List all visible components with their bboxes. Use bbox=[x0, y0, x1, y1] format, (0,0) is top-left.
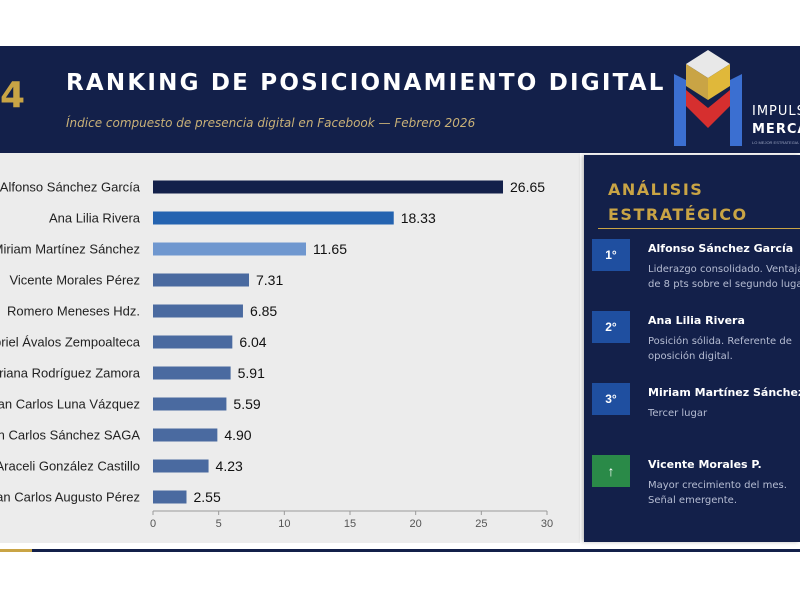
chart-area: 0 5 10 15 20 25 30 Alfonso Sánchez García 26.65 A… bbox=[0, 153, 580, 543]
value-label-4: 6.85 bbox=[250, 303, 277, 319]
category-label-4: Romero Meneses Hdz. bbox=[7, 304, 140, 319]
value-label-1: 18.33 bbox=[401, 210, 436, 226]
category-label-1: Ana Lilia Rivera bbox=[49, 211, 141, 226]
x-tick-label-0: 0 bbox=[150, 518, 156, 530]
rank-desc-2-line-2: oposición digital. bbox=[648, 351, 733, 362]
value-label-6: 5.91 bbox=[238, 365, 265, 381]
x-tick-label-6: 30 bbox=[541, 518, 553, 530]
value-label-5: 6.04 bbox=[239, 334, 266, 350]
footer-rule bbox=[0, 549, 800, 552]
value-label-7: 5.59 bbox=[233, 396, 260, 412]
bar-3 bbox=[153, 273, 250, 287]
rank-badge-3: 3° bbox=[592, 383, 630, 415]
bar-2 bbox=[153, 242, 307, 256]
category-label-7: Juan Carlos Luna Vázquez bbox=[0, 397, 140, 412]
rank-desc-1-line-2: de 8 pts sobre el segundo lugar. bbox=[648, 279, 800, 290]
rank-desc-1: Liderazgo consolidado. Ventaja de 8 pts … bbox=[648, 262, 800, 292]
rank-name-3: Miriam Martínez Sánchez bbox=[648, 386, 800, 399]
rank-item-1: 1° Alfonso Sánchez García Liderazgo cons… bbox=[592, 239, 800, 299]
rank-badge-1: 1° bbox=[592, 239, 630, 271]
category-label-3: Vicente Morales Pérez bbox=[9, 273, 140, 288]
bar-6 bbox=[153, 366, 231, 380]
x-tick-label-5: 25 bbox=[475, 518, 487, 530]
bar-10 bbox=[153, 490, 187, 504]
bar-5 bbox=[153, 335, 233, 349]
ranking-bar-chart: 0 5 10 15 20 25 30 Alfonso Sánchez García 26.65 A… bbox=[0, 179, 553, 530]
logo-mark-icon bbox=[674, 50, 742, 146]
rank-desc-1-line-1: Liderazgo consolidado. Ventaja bbox=[648, 264, 800, 275]
value-label-3: 7.31 bbox=[256, 272, 283, 288]
bar-7 bbox=[153, 397, 227, 411]
bar-1 bbox=[153, 211, 394, 225]
x-tick-label-2: 10 bbox=[278, 518, 290, 530]
x-tick-label-1: 5 bbox=[216, 518, 222, 530]
growth-arrow-icon: ↑ bbox=[592, 455, 630, 487]
value-label-2: 11.65 bbox=[313, 241, 347, 257]
slide-number: 4 bbox=[0, 75, 26, 116]
logo-tagline: LO MEJOR ESTRATEGIA bbox=[752, 140, 799, 145]
rank-desc-2: Posición sólida. Referente de oposición … bbox=[648, 334, 800, 364]
rank-desc-3: Tercer lugar bbox=[648, 406, 800, 421]
rank-desc-4-line-1: Mayor crecimiento del mes. bbox=[648, 480, 787, 491]
brand-logo: IMPULSO MERCADO LO MEJOR ESTRATEGIA bbox=[668, 48, 800, 153]
category-label-6: Adriana Rodríguez Zamora bbox=[0, 366, 141, 381]
rank-item-4: ↑ Vicente Morales P. Mayor crecimiento d… bbox=[592, 455, 800, 515]
header-banner bbox=[0, 46, 800, 153]
category-label-8: Juan Carlos Sánchez SAGA bbox=[0, 428, 140, 443]
rank-badge-2: 2° bbox=[592, 311, 630, 343]
page-title: RANKING DE POSICIONAMIENTO DIGITAL bbox=[66, 70, 666, 96]
logo-text-bottom: MERCADO bbox=[752, 122, 800, 137]
strategic-analysis-panel: ANÁLISIS ESTRATÉGICO 1° Alfonso Sánchez … bbox=[584, 155, 800, 542]
bar-4 bbox=[153, 304, 243, 318]
value-label-9: 4.23 bbox=[216, 458, 243, 474]
rank-desc-4-line-2: Señal emergente. bbox=[648, 495, 737, 506]
rank-name-4: Vicente Morales P. bbox=[648, 458, 762, 471]
rank-name-2: Ana Lilia Rivera bbox=[648, 314, 745, 327]
value-label-10: 2.55 bbox=[193, 489, 220, 505]
category-label-2: Miriam Martínez Sánchez bbox=[0, 242, 140, 257]
panel-title: ANÁLISIS ESTRATÉGICO bbox=[608, 180, 748, 224]
category-label-10: Juan Carlos Augusto Pérez bbox=[0, 490, 140, 505]
rank-item-2: 2° Ana Lilia Rivera Posición sólida. Ref… bbox=[592, 311, 800, 371]
rank-desc-3-line-1: Tercer lugar bbox=[648, 408, 708, 419]
bar-0 bbox=[153, 180, 504, 194]
category-label-5: Gabriel Ávalos Zempoalteca bbox=[0, 335, 141, 350]
rank-name-1: Alfonso Sánchez García bbox=[648, 242, 794, 255]
x-tick-label-3: 15 bbox=[344, 518, 356, 530]
panel-divider bbox=[598, 228, 800, 229]
footer-accent bbox=[0, 549, 32, 552]
rank-desc-2-line-1: Posición sólida. Referente de bbox=[648, 336, 792, 347]
category-label-9: Araceli González Castillo bbox=[0, 459, 140, 474]
value-label-0: 26.65 bbox=[510, 179, 545, 195]
x-tick-label-4: 20 bbox=[410, 518, 422, 530]
logo-text-top: IMPULSO bbox=[752, 104, 800, 119]
bar-9 bbox=[153, 459, 209, 473]
bar-8 bbox=[153, 428, 218, 442]
category-label-0: Alfonso Sánchez García bbox=[0, 180, 141, 195]
page-subtitle: Índice compuesto de presencia digital en… bbox=[66, 116, 476, 130]
rank-item-3: 3° Miriam Martínez Sánchez Tercer lugar bbox=[592, 383, 800, 443]
rank-desc-4: Mayor crecimiento del mes. Señal emergen… bbox=[648, 478, 800, 508]
value-label-8: 4.90 bbox=[224, 427, 251, 443]
